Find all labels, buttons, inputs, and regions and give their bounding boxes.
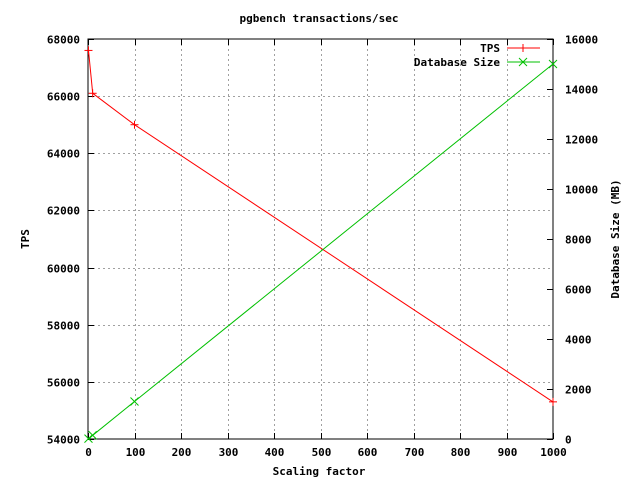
chart-title: pgbench transactions/sec: [240, 12, 399, 25]
y2-tick-label: 16000: [565, 34, 598, 47]
x-tick-label: 600: [358, 446, 378, 459]
x-tick-label: 900: [498, 446, 518, 459]
y2-tick-label: 2000: [565, 384, 592, 397]
y-tick-label: 56000: [47, 377, 80, 390]
legend-marker: [518, 57, 528, 67]
grid: [88, 39, 553, 439]
y-tick-label: 64000: [47, 148, 80, 161]
y-tick-label: 68000: [47, 34, 80, 47]
x-tick-label: 700: [405, 446, 425, 459]
data-point-2: [84, 434, 93, 443]
ticks: 0 100 200 300 400 500 600 700 800 900 1000 54000 560…: [47, 34, 598, 460]
y-tick-label: 54000: [47, 434, 80, 447]
x-tick-label: 100: [126, 446, 146, 459]
x-tick-label: 300: [219, 446, 239, 459]
y-tick-label: 62000: [47, 205, 80, 218]
y-tick-label: 66000: [47, 91, 80, 104]
x-tick-label: 500: [312, 446, 332, 459]
y-tick-label: 58000: [47, 320, 80, 333]
y2-tick-label: 4000: [565, 334, 592, 347]
x-axis-label: Scaling factor: [273, 465, 366, 478]
series-line-1: [88, 50, 554, 403]
data-point-2: [548, 59, 558, 69]
x-tick-label: 1000: [540, 446, 567, 459]
y2-tick-label: 0: [565, 434, 572, 447]
y2-tick-label: 8000: [565, 234, 592, 247]
series: [84, 46, 558, 443]
y-tick-label: 60000: [47, 263, 80, 276]
x-tick-label: 400: [265, 446, 285, 459]
y-axis-label: TPS: [19, 229, 32, 249]
legend-label: Database Size: [414, 56, 500, 69]
x-tick-label: 800: [451, 446, 471, 459]
legend-label: TPS: [480, 42, 500, 55]
y2-tick-label: 6000: [565, 284, 592, 297]
data-point-2: [130, 397, 139, 406]
x-tick-label: 200: [172, 446, 192, 459]
y2-tick-label: 12000: [565, 134, 598, 147]
y2-tick-label: 14000: [565, 84, 598, 97]
x-tick-label: 0: [85, 446, 92, 459]
y2-tick-label: 10000: [565, 184, 598, 197]
data-point-2: [88, 430, 98, 440]
y2-axis-label: Database Size (MB): [609, 179, 622, 298]
